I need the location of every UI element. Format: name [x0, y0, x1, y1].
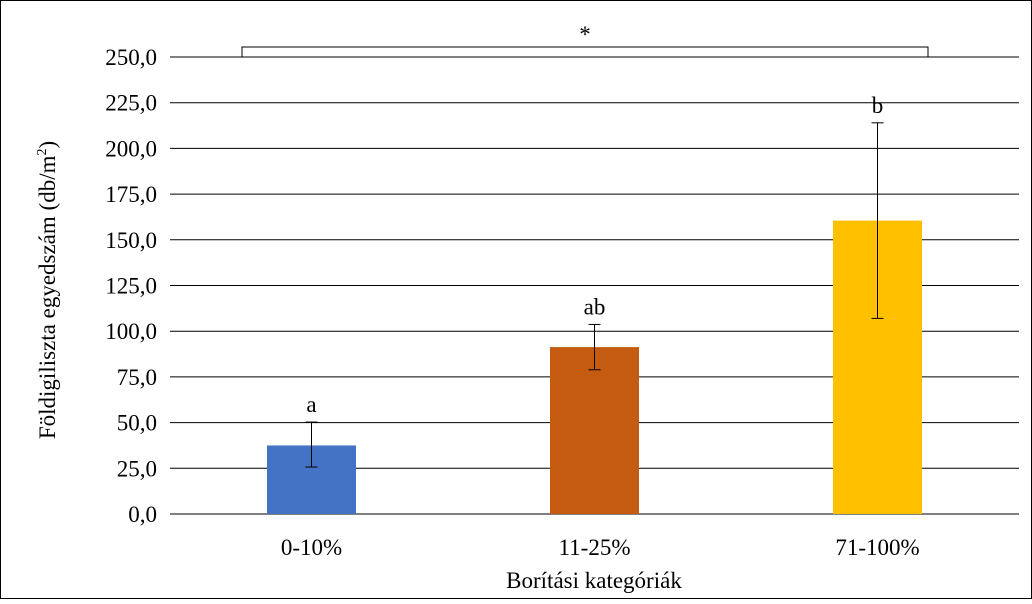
x-axis-title: Borítási kategóriák	[506, 568, 682, 593]
significance-letter: b	[872, 93, 884, 118]
bar	[550, 347, 639, 514]
y-axis-title-close: )	[35, 141, 60, 149]
significance-letter: ab	[584, 294, 606, 319]
y-axis-ticks: 0,0 25,0 50,0 75,0 100,0 125,0 150,0 175,0 200,0…	[105, 45, 157, 527]
y-tick-label: 125,0	[105, 274, 157, 299]
y-tick-label: 200,0	[105, 136, 157, 161]
y-axis-title-sup: 2	[35, 149, 50, 156]
y-axis-title-main: Földigiliszta egyedszám (db/m	[35, 155, 60, 439]
x-tick-label: 0-10%	[281, 535, 342, 560]
significance-bracket: *	[241, 22, 929, 57]
y-tick-label: 100,0	[105, 319, 157, 344]
x-tick-label: 71-100%	[835, 535, 919, 560]
y-tick-label: 175,0	[105, 182, 157, 207]
x-tick-label: 11-25%	[559, 535, 631, 560]
y-axis-title: Földigiliszta egyedszám (db/m2)	[35, 141, 60, 439]
y-tick-label: 150,0	[105, 228, 157, 253]
y-tick-label: 75,0	[117, 365, 157, 390]
significance-letter: a	[306, 392, 316, 417]
error-bars	[305, 122, 884, 468]
y-tick-label: 50,0	[117, 411, 157, 436]
significance-labels: a ab b	[306, 93, 883, 417]
x-axis-ticks: 0-10% 11-25% 71-100%	[281, 535, 920, 560]
bracket-line	[241, 46, 929, 57]
y-tick-label: 25,0	[117, 456, 157, 481]
y-tick-label: 250,0	[105, 45, 157, 70]
bracket-star: *	[579, 22, 591, 47]
y-tick-label: 0,0	[128, 502, 157, 527]
y-tick-label: 225,0	[105, 91, 157, 116]
